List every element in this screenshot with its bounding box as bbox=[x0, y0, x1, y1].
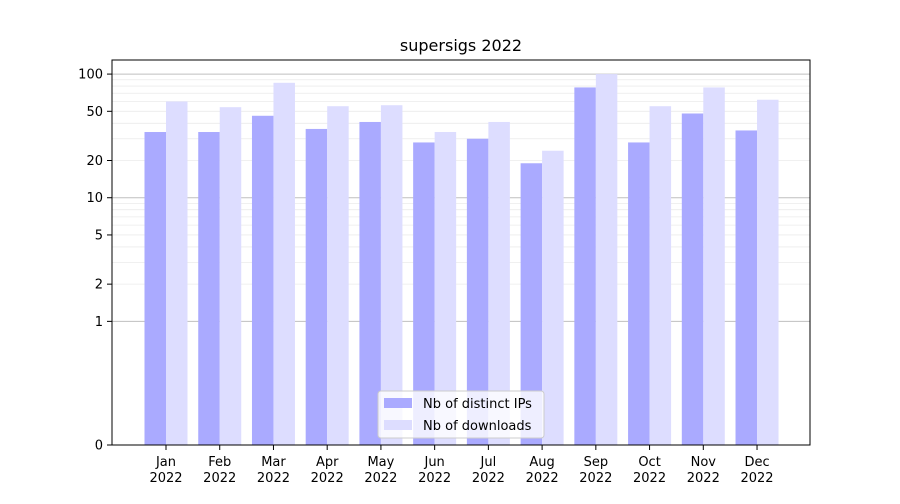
bar-distinct-ips bbox=[466, 138, 489, 446]
y-tick-label: 20 bbox=[86, 154, 103, 169]
x-tick-label: Feb 2022 bbox=[203, 455, 236, 486]
legend-swatch-downloads bbox=[384, 420, 412, 430]
bar-distinct-ips bbox=[520, 163, 543, 445]
x-tick-label: Jun 2022 bbox=[418, 455, 451, 486]
legend-frame bbox=[377, 390, 545, 439]
x-tick-label: Nov 2022 bbox=[687, 455, 720, 486]
x-tick-label: Dec 2022 bbox=[740, 455, 773, 486]
bar-distinct-ips bbox=[681, 113, 704, 446]
legend-label-distinct-ips: Nb of distinct IPs bbox=[423, 397, 532, 412]
bar-downloads bbox=[219, 107, 242, 445]
bar-downloads bbox=[703, 87, 725, 446]
bar-distinct-ips bbox=[305, 128, 328, 445]
bar-distinct-ips bbox=[628, 142, 650, 445]
x-tick-label: Oct 2022 bbox=[633, 455, 666, 486]
bar-downloads bbox=[273, 82, 295, 446]
x-tick-label: Mar 2022 bbox=[257, 455, 290, 486]
y-tick-label: 0 bbox=[95, 439, 103, 454]
bar-distinct-ips bbox=[574, 87, 596, 446]
bar-downloads bbox=[166, 101, 188, 445]
bar-distinct-ips bbox=[359, 121, 381, 445]
y-tick-label: 10 bbox=[86, 191, 103, 206]
bar-downloads bbox=[595, 74, 618, 446]
y-tick-label: 2 bbox=[95, 278, 103, 293]
bar-distinct-ips bbox=[251, 115, 274, 446]
bar-distinct-ips bbox=[198, 132, 220, 446]
bar-distinct-ips bbox=[144, 132, 166, 446]
bar-distinct-ips bbox=[413, 142, 435, 445]
y-tick-label: 5 bbox=[95, 228, 103, 243]
y-tick-label: 1 bbox=[95, 315, 103, 330]
bar-distinct-ips bbox=[735, 130, 758, 445]
x-tick-label: Apr 2022 bbox=[311, 455, 344, 486]
legend-label-downloads: Nb of downloads bbox=[423, 419, 532, 434]
y-axis: 0 1 2 5 10 20 50 100 bbox=[78, 68, 112, 454]
plot-frame bbox=[111, 59, 811, 446]
bar-downloads bbox=[380, 105, 403, 445]
bar-downloads bbox=[649, 106, 672, 445]
bar-downloads bbox=[542, 150, 564, 445]
x-tick-label: May 2022 bbox=[364, 455, 397, 486]
chart-title: supersigs 2022 bbox=[400, 36, 522, 55]
x-tick-label: Aug 2022 bbox=[526, 455, 559, 486]
y-tick-label: 50 bbox=[86, 105, 103, 120]
x-axis: Jan 2022 Feb 2022 Mar 2022 Apr 2022 May 2022 Jun 20… bbox=[149, 445, 774, 486]
x-tick-label: Sep 2022 bbox=[579, 455, 612, 486]
bar-downloads bbox=[327, 106, 349, 445]
x-tick-label: Jul 2022 bbox=[472, 455, 505, 486]
bar-downloads bbox=[488, 121, 510, 445]
legend: Nb of distinct IPs Nb of downloads bbox=[377, 390, 545, 439]
x-tick-label: Jan 2022 bbox=[149, 455, 182, 486]
bar-downloads bbox=[757, 99, 779, 445]
bars-layer bbox=[144, 74, 779, 446]
y-tick-label: 100 bbox=[78, 68, 103, 83]
legend-swatch-distinct-ips bbox=[384, 398, 412, 408]
bar-downloads bbox=[434, 132, 457, 446]
